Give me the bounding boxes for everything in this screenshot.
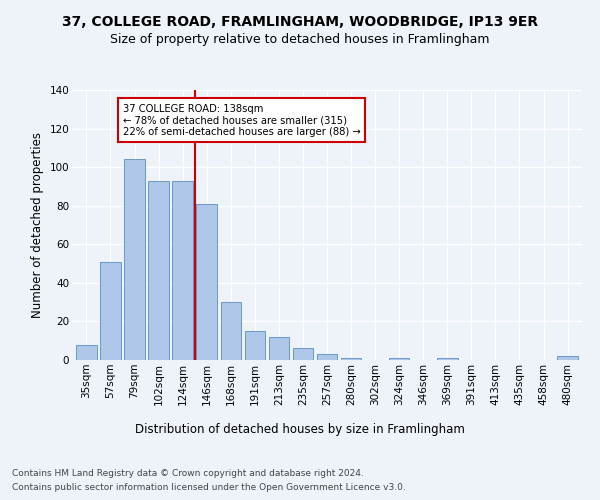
Bar <box>317 354 337 360</box>
Bar <box>389 358 409 360</box>
Bar <box>100 262 121 360</box>
Bar <box>245 331 265 360</box>
Text: 37 COLLEGE ROAD: 138sqm
← 78% of detached houses are smaller (315)
22% of semi-d: 37 COLLEGE ROAD: 138sqm ← 78% of detache… <box>122 104 360 136</box>
Y-axis label: Number of detached properties: Number of detached properties <box>31 132 44 318</box>
Bar <box>76 344 97 360</box>
Bar <box>437 358 458 360</box>
Text: Contains public sector information licensed under the Open Government Licence v3: Contains public sector information licen… <box>12 484 406 492</box>
Text: Contains HM Land Registry data © Crown copyright and database right 2024.: Contains HM Land Registry data © Crown c… <box>12 468 364 477</box>
Text: 37, COLLEGE ROAD, FRAMLINGHAM, WOODBRIDGE, IP13 9ER: 37, COLLEGE ROAD, FRAMLINGHAM, WOODBRIDG… <box>62 15 538 29</box>
Bar <box>341 358 361 360</box>
Bar <box>148 180 169 360</box>
Bar <box>293 348 313 360</box>
Text: Size of property relative to detached houses in Framlingham: Size of property relative to detached ho… <box>110 32 490 46</box>
Bar <box>557 356 578 360</box>
Bar <box>269 337 289 360</box>
Bar <box>196 204 217 360</box>
Bar <box>221 302 241 360</box>
Text: Distribution of detached houses by size in Framlingham: Distribution of detached houses by size … <box>135 422 465 436</box>
Bar <box>124 160 145 360</box>
Bar <box>172 180 193 360</box>
